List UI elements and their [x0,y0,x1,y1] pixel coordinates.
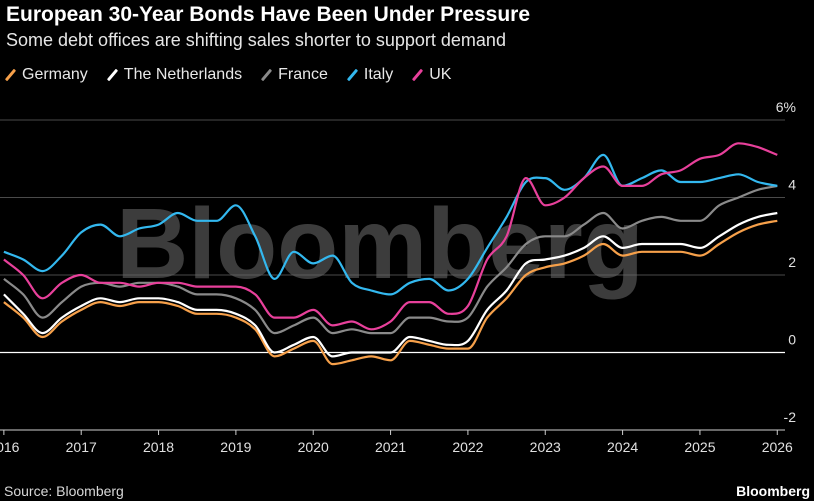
x-tick-label: 2016 [0,439,20,455]
legend-label: Italy [363,66,394,83]
chart-subtitle: Some debt offices are shifting sales sho… [6,30,506,50]
legend-label: The Netherlands [123,66,243,83]
legend-swatch [260,68,273,82]
series-line-germany [3,219,778,366]
legend-swatch [106,68,118,82]
y-tick-label: 0 [788,332,796,348]
legend-swatch [346,68,359,82]
y-axis-labels: 6% 4 2 0 -2 [776,99,796,425]
legend: Germany The Netherlands France Italy UK [4,66,469,84]
chart-title: European 30-Year Bonds Have Been Under P… [6,3,531,26]
legend-item-the-netherlands: The Netherlands [106,66,242,84]
bloomberg-watermark: Bloomberg [116,188,644,300]
x-tick-label: 2019 [220,439,251,455]
x-tick-label: 2022 [452,439,483,455]
legend-label: France [278,66,328,83]
legend-item-france: France [260,66,328,84]
legend-label: UK [429,66,452,83]
x-tick-label: 2024 [607,439,638,455]
legend-item-italy: Italy [346,66,393,84]
legend-item-uk: UK [411,66,451,84]
legend-swatch [412,68,424,82]
series-line-italy [3,153,778,296]
legend-item-germany: Germany [4,66,88,84]
x-tick-label: 2026 [762,439,793,455]
x-tick-label: 2017 [66,439,97,455]
source-note: Source: Bloomberg [4,483,124,499]
y-tick-label: 2 [788,254,796,270]
series-line-uk [3,142,778,331]
series-line-france [3,184,778,335]
x-axis: 2016 2017 2018 2019 2020 2021 2022 2023 2024 2025… [0,429,793,455]
y-tick-label: 4 [788,177,796,193]
x-tick-label: 2020 [298,439,329,455]
x-tick-label: 2018 [143,439,174,455]
x-tick-label: 2023 [530,439,561,455]
series-lines [3,142,778,366]
y-tick-label: 6% [776,99,796,115]
legend-swatch [4,68,17,82]
series-line-the-netherlands [3,211,778,358]
legend-label: Germany [22,66,88,83]
bloomberg-logo: Bloomberg [736,483,810,499]
y-tick-label: -2 [784,409,797,425]
x-tick-label: 2025 [684,439,715,455]
x-tick-label: 2021 [375,439,406,455]
